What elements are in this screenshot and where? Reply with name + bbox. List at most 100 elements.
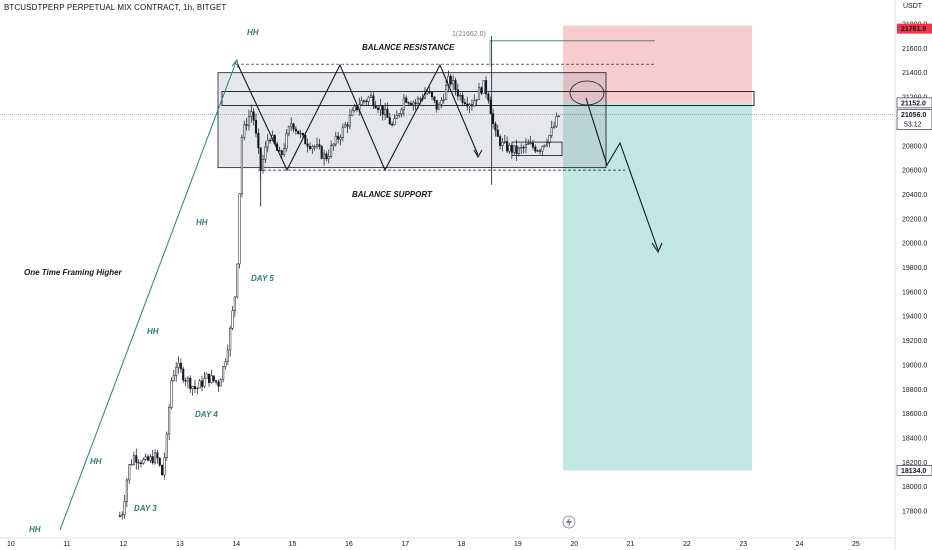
candle — [398, 112, 401, 118]
candle-body — [508, 145, 511, 152]
candle — [149, 453, 152, 463]
candle-body — [452, 80, 455, 85]
candle-body — [391, 123, 394, 126]
candle-body — [393, 118, 396, 125]
candle-body — [555, 116, 558, 127]
candle — [172, 369, 175, 382]
candle — [264, 141, 267, 164]
y-tick-label: 18800.0 — [902, 387, 927, 394]
candle — [332, 143, 335, 151]
candle — [513, 145, 516, 155]
candle — [184, 377, 187, 387]
y-tick-label: 19800.0 — [902, 265, 927, 272]
candle — [346, 121, 349, 133]
stop-loss-zone — [563, 25, 752, 103]
candle — [330, 140, 333, 159]
candle-body — [419, 98, 422, 100]
candle-body — [374, 105, 377, 109]
candle — [283, 143, 286, 157]
candle — [334, 131, 337, 147]
trend-line — [59, 61, 237, 531]
candle-body — [327, 156, 330, 160]
x-tick-label: 23 — [739, 541, 747, 548]
candle — [196, 387, 199, 395]
candle — [315, 137, 319, 150]
candle-body — [376, 107, 380, 110]
candle — [407, 101, 410, 106]
candle — [461, 92, 464, 106]
candle — [360, 96, 363, 106]
candle — [344, 121, 347, 128]
y-tick-label: 18400.0 — [902, 435, 927, 442]
chart-annotation: One Time Framing Higher — [24, 268, 123, 277]
chart-annotation: HH — [147, 327, 159, 336]
candle — [365, 99, 368, 106]
chart-annotation: HH — [247, 28, 259, 37]
candle-body — [125, 479, 128, 502]
candle-body — [426, 91, 429, 94]
candle-body — [379, 105, 382, 110]
y-tick-label: 18600.0 — [902, 411, 927, 418]
chart-annotation: BALANCE RESISTANCE — [362, 43, 455, 52]
candle — [299, 129, 302, 138]
candle-body — [405, 97, 408, 103]
candle-body — [318, 144, 321, 147]
candle-body — [243, 124, 246, 138]
candle — [529, 135, 532, 145]
candle — [229, 325, 232, 357]
candle-body — [482, 80, 485, 94]
candle-body — [398, 113, 401, 116]
candle — [175, 361, 178, 382]
candle-body — [409, 102, 412, 106]
x-tick-label: 15 — [289, 541, 297, 548]
candle-body — [503, 141, 506, 143]
candle-body — [534, 146, 537, 152]
candle — [203, 372, 206, 389]
candle — [123, 494, 126, 519]
candle-body — [414, 102, 417, 104]
candle — [215, 380, 218, 385]
candle-body — [266, 140, 269, 148]
candle-body — [416, 98, 419, 104]
candle-body — [283, 148, 286, 155]
candle — [224, 358, 227, 370]
candle-body — [257, 132, 260, 149]
candle-body — [501, 141, 504, 146]
candle — [313, 144, 316, 152]
candle-body — [139, 462, 143, 464]
x-tick-label: 12 — [120, 541, 128, 548]
y-tick-label: 19000.0 — [902, 362, 927, 369]
candle — [506, 136, 509, 154]
candle — [290, 117, 293, 132]
candle — [520, 143, 523, 154]
candle — [318, 138, 321, 150]
candle-body — [299, 132, 302, 135]
candle-body — [459, 95, 462, 97]
candle-body — [226, 349, 229, 362]
candle-body — [384, 108, 387, 115]
candle-body — [156, 452, 159, 459]
candle — [294, 126, 297, 135]
candle — [384, 102, 387, 120]
candle-body — [355, 106, 358, 111]
x-tick-label: 13 — [176, 541, 184, 548]
candle-body — [353, 106, 356, 111]
candle — [118, 511, 121, 517]
candle-body — [548, 135, 551, 144]
candle — [409, 100, 412, 106]
candle-body — [210, 375, 213, 383]
x-tick-label: 14 — [232, 541, 240, 548]
candle-body — [487, 93, 490, 101]
y-tick-label: 20600.0 — [902, 168, 927, 175]
candle-body — [325, 153, 328, 160]
candle-body — [454, 80, 457, 90]
candle-body — [538, 150, 542, 152]
candle-body — [339, 137, 342, 140]
candle — [212, 375, 215, 383]
candle — [400, 107, 403, 118]
candle-body — [365, 100, 368, 103]
candle-body — [435, 100, 438, 110]
candle — [435, 100, 438, 113]
